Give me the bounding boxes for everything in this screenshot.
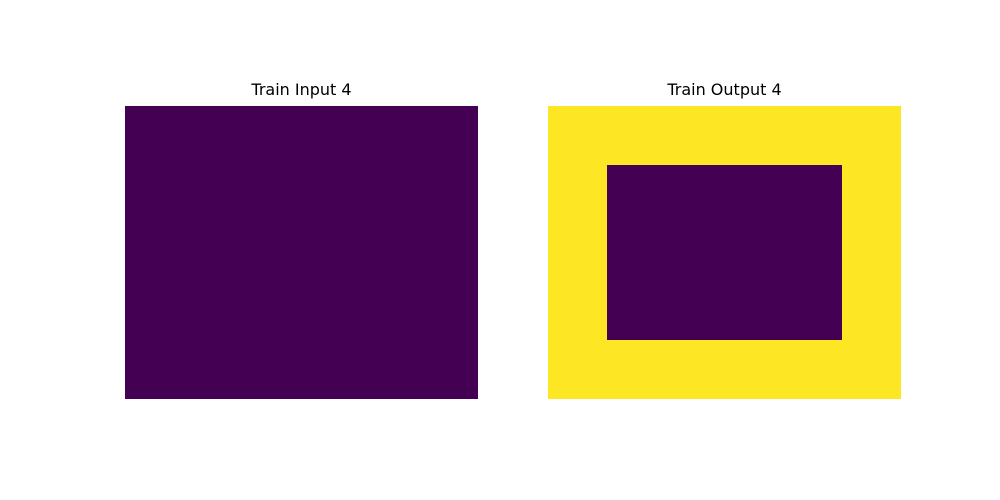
train-output-title: Train Output 4 — [667, 80, 782, 99]
grid-cell — [842, 223, 901, 282]
grid-cell — [724, 340, 784, 399]
grid-cell — [242, 106, 302, 165]
grid-cell — [242, 164, 302, 224]
grid-cell — [842, 106, 901, 165]
grid-cell — [125, 106, 184, 165]
grid-cell — [606, 106, 666, 165]
grid-cell — [665, 340, 725, 399]
grid-cell — [606, 223, 666, 282]
train-input-panel: Train Input 4 — [125, 0, 478, 500]
grid-cell — [783, 340, 843, 399]
grid-cell — [360, 164, 420, 224]
grid-cell — [301, 281, 361, 341]
grid-cell — [183, 164, 243, 224]
train-input-title: Train Input 4 — [251, 80, 352, 99]
grid-cell — [183, 281, 243, 341]
grid-cell — [360, 106, 420, 165]
grid-cell — [724, 106, 784, 165]
grid-cell — [183, 106, 243, 165]
grid-cell — [242, 223, 302, 282]
train-input-grid — [125, 106, 478, 399]
grid-cell — [665, 223, 725, 282]
grid-cell — [419, 223, 478, 282]
grid-cell — [419, 164, 478, 224]
grid-cell — [301, 223, 361, 282]
grid-cell — [419, 106, 478, 165]
grid-cell — [606, 281, 666, 341]
grid-cell — [125, 340, 184, 399]
grid-cell — [842, 281, 901, 341]
grid-cell — [724, 223, 784, 282]
grid-cell — [242, 340, 302, 399]
grid-cell — [783, 164, 843, 224]
grid-cell — [242, 281, 302, 341]
grid-cell — [548, 106, 607, 165]
grid-cell — [724, 281, 784, 341]
grid-cell — [724, 164, 784, 224]
grid-cell — [665, 106, 725, 165]
grid-cell — [606, 164, 666, 224]
grid-cell — [360, 340, 420, 399]
grid-cell — [665, 164, 725, 224]
grid-cell — [419, 281, 478, 341]
grid-cell — [183, 223, 243, 282]
grid-cell — [301, 340, 361, 399]
grid-cell — [125, 164, 184, 224]
grid-cell — [842, 340, 901, 399]
grid-cell — [125, 281, 184, 341]
grid-cell — [548, 340, 607, 399]
grid-cell — [125, 223, 184, 282]
train-output-grid — [548, 106, 901, 399]
grid-cell — [419, 340, 478, 399]
grid-cell — [183, 340, 243, 399]
grid-cell — [360, 281, 420, 341]
grid-cell — [783, 281, 843, 341]
grid-cell — [360, 223, 420, 282]
grid-cell — [301, 106, 361, 165]
grid-cell — [783, 106, 843, 165]
grid-cell — [548, 164, 607, 224]
grid-cell — [548, 223, 607, 282]
grid-cell — [606, 340, 666, 399]
grid-cell — [548, 281, 607, 341]
grid-cell — [301, 164, 361, 224]
grid-cell — [842, 164, 901, 224]
train-output-panel: Train Output 4 — [548, 0, 901, 500]
grid-cell — [665, 281, 725, 341]
grid-cell — [783, 223, 843, 282]
